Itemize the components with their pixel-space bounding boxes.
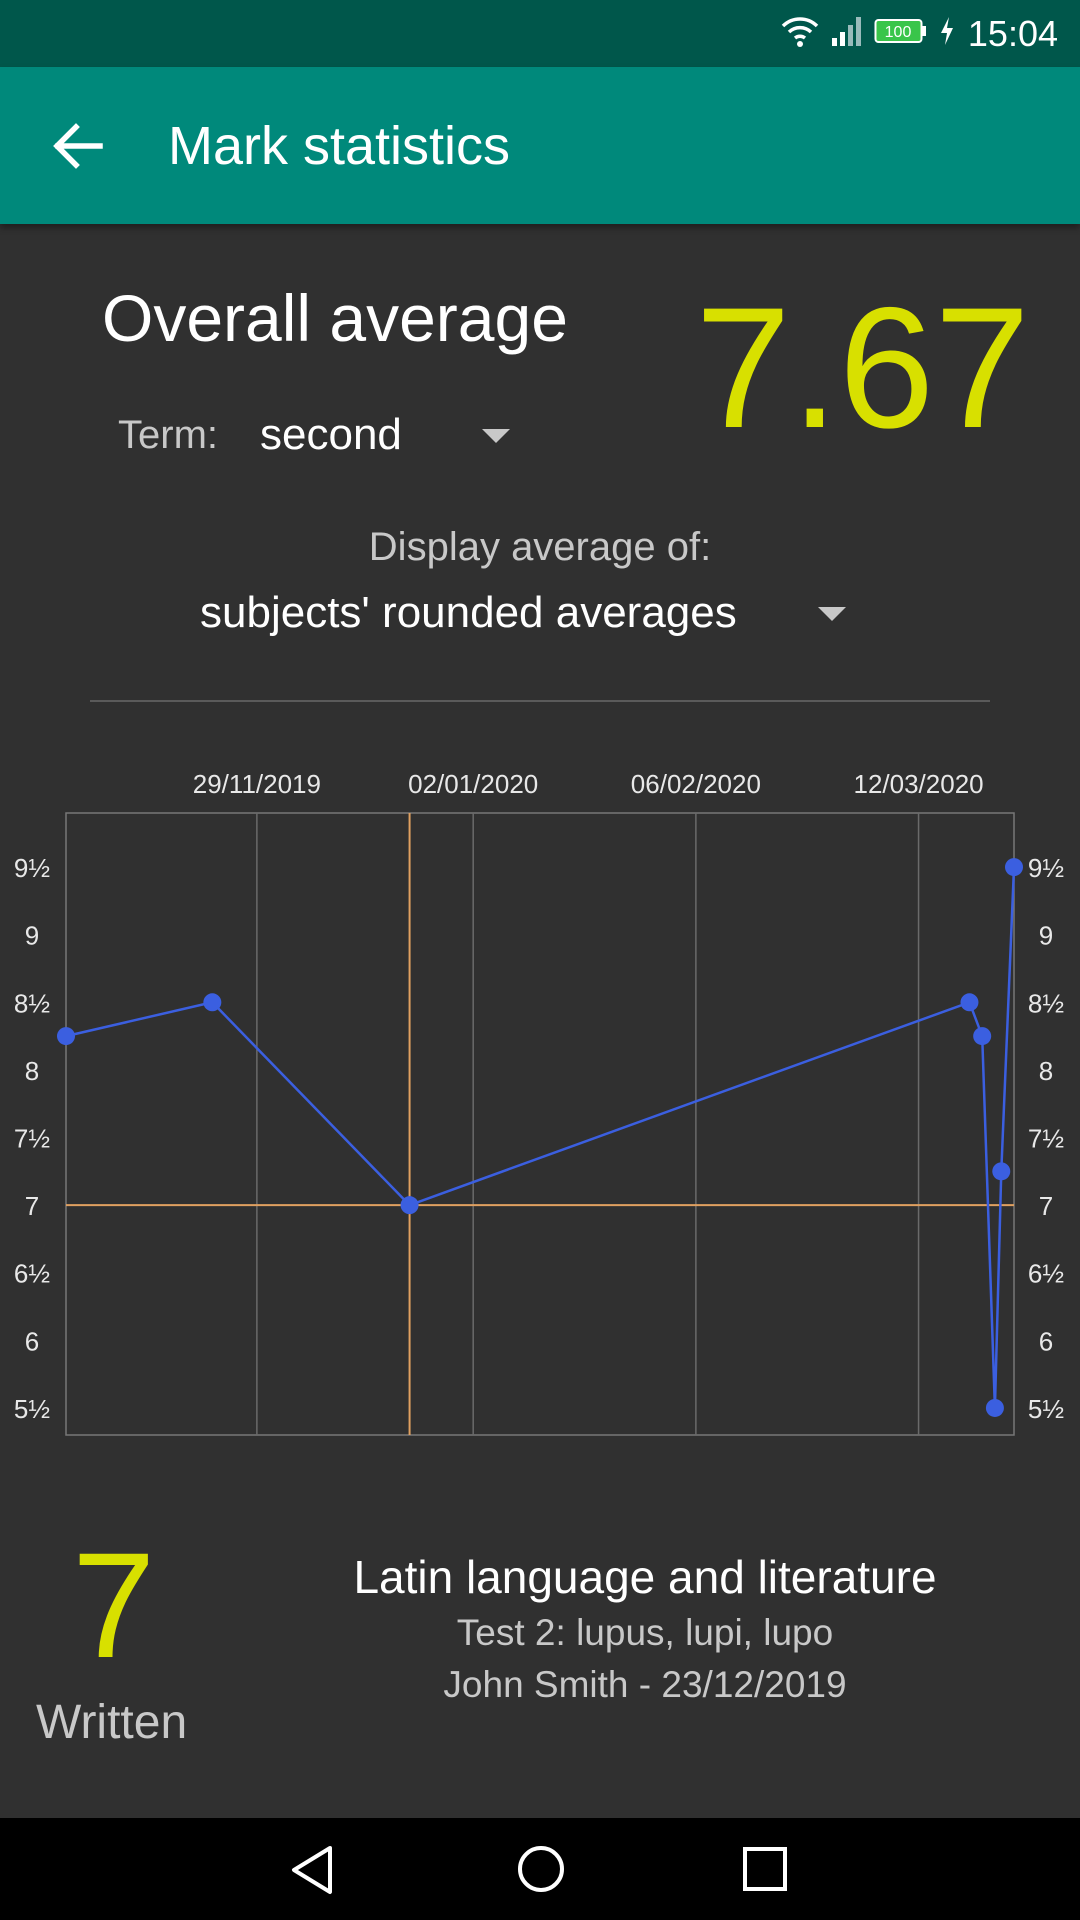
display-average-label: Display average of: — [368, 525, 712, 569]
selected-mark-description: Test 2: lupus, lupi, lupo — [456, 1612, 834, 1653]
data-point[interactable] — [400, 1196, 419, 1215]
term-dropdown-caret-icon[interactable] — [482, 429, 510, 443]
selected-mark-teacher-date: John Smith - 23/12/2019 — [443, 1664, 847, 1705]
y-tick-label-right: 9½ — [1028, 853, 1064, 883]
y-tick-label-left: 8½ — [14, 988, 50, 1018]
battery-icon: 100 — [874, 16, 930, 51]
y-tick-label-right: 9 — [1039, 921, 1053, 951]
x-tick-label: 06/02/2020 — [631, 769, 761, 799]
arrow-left-icon — [53, 123, 103, 169]
overall-average-value: 7.67 — [695, 272, 1030, 464]
svg-text:100: 100 — [885, 24, 912, 41]
selected-mark-type: Written — [36, 1696, 188, 1749]
display-average-caret-icon[interactable] — [818, 607, 846, 621]
wifi-icon — [780, 14, 820, 53]
x-tick-label: 12/03/2020 — [853, 769, 983, 799]
term-label: Term: — [118, 413, 218, 457]
y-tick-label-right: 6 — [1039, 1326, 1053, 1356]
y-tick-label-left: 9 — [25, 921, 39, 951]
y-tick-label-left: 6 — [25, 1326, 39, 1356]
display-average-dropdown[interactable]: subjects' rounded averages — [200, 588, 737, 637]
data-point[interactable] — [57, 1027, 75, 1046]
term-dropdown[interactable]: second — [260, 410, 402, 459]
x-tick-label: 29/11/2019 — [193, 769, 321, 799]
y-tick-label-right: 8 — [1039, 1056, 1053, 1086]
nav-recents-icon[interactable] — [742, 1846, 788, 1892]
average-line-chart[interactable]: 29/11/2019 02/01/2020 06/02/2020 12/03/2020… — [0, 760, 1080, 1460]
status-bar: 100 15:04 — [0, 0, 1080, 67]
data-point[interactable] — [960, 993, 979, 1012]
overall-average-label: Overall average — [102, 281, 568, 355]
y-tick-label-right: 8½ — [1028, 988, 1064, 1018]
plot-border — [65, 812, 1015, 1436]
page-title: Mark statistics — [168, 116, 511, 176]
series-line — [65, 867, 1016, 1408]
nav-back-icon[interactable] — [288, 1844, 338, 1896]
data-point[interactable] — [985, 1398, 1004, 1417]
selected-mark-subject: Latin language and literature — [353, 1551, 937, 1603]
data-point[interactable] — [992, 1162, 1011, 1181]
y-tick-label-right: 5½ — [1028, 1394, 1064, 1424]
data-point[interactable] — [1005, 858, 1023, 877]
x-tick-label: 02/01/2020 — [408, 769, 538, 799]
y-tick-label-left: 6½ — [14, 1259, 50, 1289]
y-tick-label-left: 8 — [25, 1056, 39, 1086]
y-tick-label-right: 7 — [1039, 1191, 1053, 1221]
y-tick-label-left: 7 — [25, 1191, 39, 1221]
y-tick-label-left: 7½ — [14, 1124, 50, 1154]
nav-home-icon[interactable] — [516, 1844, 566, 1894]
navigation-bar — [0, 1818, 1080, 1920]
selected-mark-value: 7 — [72, 1521, 156, 1689]
data-point[interactable] — [973, 1027, 992, 1046]
divider — [90, 700, 990, 702]
back-button[interactable] — [44, 111, 114, 181]
y-tick-label-right: 6½ — [1028, 1259, 1064, 1289]
y-tick-label-left: 9½ — [14, 853, 50, 883]
clock: 15:04 — [967, 12, 1058, 54]
charging-icon — [940, 16, 954, 51]
data-point[interactable] — [203, 993, 222, 1012]
y-tick-label-right: 7½ — [1028, 1124, 1064, 1154]
app-bar: Mark statistics — [0, 67, 1080, 224]
signal-icon — [830, 14, 864, 53]
y-tick-label-left: 5½ — [14, 1394, 50, 1424]
